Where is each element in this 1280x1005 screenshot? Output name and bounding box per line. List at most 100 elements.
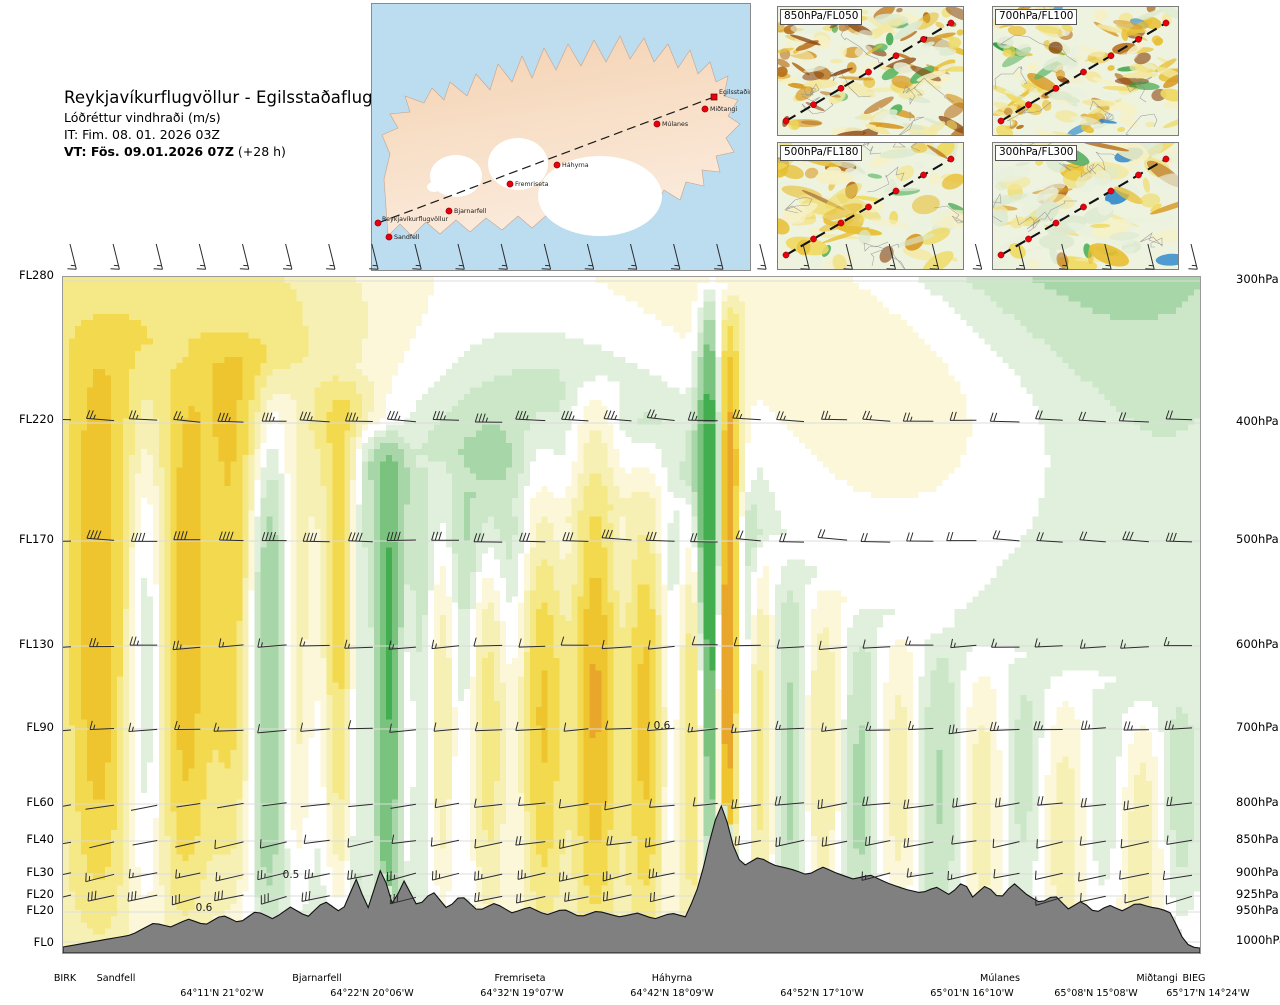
glacier-vatnajokull — [538, 156, 662, 236]
field-cell — [523, 430, 567, 438]
field-cell — [475, 553, 483, 561]
field-cell — [152, 682, 160, 690]
field-cell — [828, 645, 842, 653]
panel-field-patch — [1097, 24, 1123, 33]
field-cell — [1020, 375, 1081, 383]
field-cell — [733, 651, 740, 659]
field-cell — [380, 547, 387, 555]
field-cell — [870, 682, 878, 690]
field-cell — [248, 602, 256, 610]
field-cell — [158, 535, 166, 542]
field-cell — [583, 658, 609, 665]
field-cell — [607, 682, 615, 690]
level-panel-700hpa[interactable]: 700hPa/FL100 — [992, 6, 1179, 136]
overview-map-inset[interactable]: Reykjavíkurflugvöllur Sandfell Bjarnarfell… — [371, 3, 751, 271]
field-cell — [284, 479, 291, 487]
field-cell — [709, 664, 716, 671]
panel-field-patch — [1093, 170, 1111, 188]
field-cell — [80, 639, 112, 647]
field-cell — [200, 332, 250, 340]
field-cell — [691, 301, 704, 309]
field-cell — [469, 639, 477, 647]
field-cell — [457, 596, 471, 604]
level-panel-500hpa[interactable]: 500hPa/FL180 — [777, 142, 964, 270]
panel-waypoint-marker — [947, 155, 955, 163]
field-cell — [428, 301, 639, 309]
field-cell — [667, 590, 680, 598]
field-cell — [266, 344, 309, 352]
field-cell — [757, 584, 770, 592]
field-cell — [637, 541, 651, 548]
vertical-cross-section-plot[interactable]: 0.6 0.5 0.6 — [62, 276, 1201, 954]
field-cell — [320, 627, 327, 635]
field-cell — [350, 596, 357, 604]
field-cell — [655, 516, 663, 524]
field-cell — [152, 547, 160, 555]
field-cell — [769, 485, 854, 493]
field-cell — [475, 694, 483, 702]
panel-field-patch — [941, 173, 963, 190]
field-cell — [362, 430, 375, 438]
field-cell — [691, 307, 698, 315]
field-cell — [260, 633, 280, 641]
field-cell — [434, 639, 441, 647]
field-cell — [392, 682, 399, 690]
field-cell — [996, 713, 1010, 721]
field-cell — [63, 375, 70, 383]
field-cell — [416, 406, 453, 413]
field-cell — [846, 651, 854, 659]
panel-field-patch — [1112, 19, 1143, 30]
field-cell — [840, 701, 848, 708]
field-cell — [589, 670, 603, 678]
field-cell — [571, 461, 585, 469]
field-cell — [793, 688, 800, 696]
field-cell — [685, 553, 692, 561]
field-cell — [727, 541, 734, 548]
field-cell — [218, 449, 238, 456]
field-cell — [523, 664, 531, 671]
field-cell — [428, 565, 435, 573]
field-cell — [68, 393, 88, 401]
field-cell — [703, 559, 716, 567]
field-cell — [254, 707, 262, 714]
field-cell — [296, 504, 327, 512]
field-cell — [200, 615, 244, 622]
field-cell — [715, 350, 722, 358]
field-cell — [840, 707, 848, 714]
panel-field-patch — [893, 62, 913, 74]
field-cell — [805, 608, 812, 616]
field-cell — [924, 707, 956, 714]
field-cell — [284, 590, 291, 598]
panel-field-patch — [1091, 77, 1117, 86]
field-cell — [404, 602, 417, 610]
field-cell — [350, 602, 357, 610]
field-cell — [589, 516, 603, 524]
field-cell — [697, 449, 704, 456]
field-cell — [1176, 707, 1183, 714]
field-cell — [547, 713, 561, 721]
field-cell — [745, 473, 758, 481]
level-panel-850hpa[interactable]: 850hPa/FL050 — [777, 6, 964, 136]
field-cell — [793, 682, 800, 690]
field-cell — [775, 590, 788, 598]
field-cell — [260, 522, 268, 530]
field-cell — [984, 338, 1046, 346]
field-cell — [152, 688, 160, 696]
field-cell — [368, 602, 375, 610]
panel-coastline — [1006, 101, 1052, 129]
field-cell — [356, 541, 363, 548]
field-cell — [362, 479, 375, 487]
field-cell — [966, 658, 1016, 665]
field-cell — [685, 442, 692, 450]
field-cell — [410, 664, 429, 671]
field-cell — [140, 344, 190, 352]
field-cell — [769, 479, 848, 487]
field-cell — [350, 694, 357, 702]
panel-field-patch — [1035, 25, 1063, 34]
field-cell — [122, 621, 130, 628]
field-cell — [278, 541, 286, 548]
field-cell — [751, 430, 794, 438]
field-cell — [727, 516, 734, 524]
field-cell — [811, 670, 836, 678]
field-cell — [86, 412, 112, 419]
